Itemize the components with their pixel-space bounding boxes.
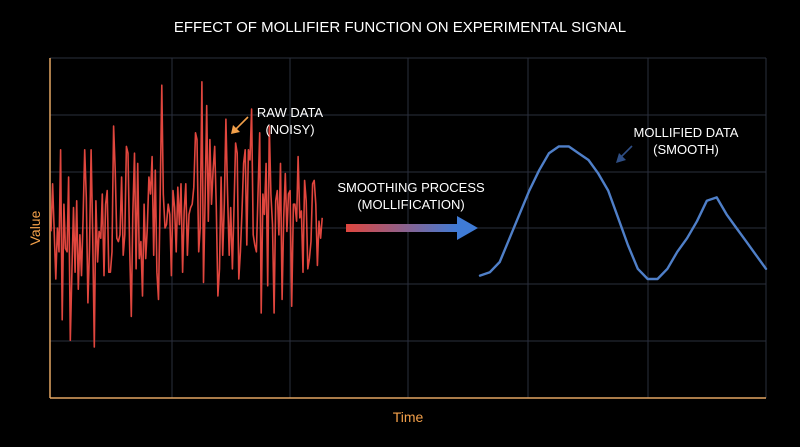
smoothing-process-label-line1: SMOOTHING PROCESS	[337, 180, 485, 195]
raw-data-pointer-arrow	[231, 116, 249, 134]
mollified-data-label-line1: MOLLIFIED DATA	[634, 125, 739, 140]
mollified-data-label-line2: (SMOOTH)	[653, 142, 719, 157]
y-axis-label: Value	[27, 210, 43, 245]
raw-data-series-line	[50, 81, 323, 348]
x-axis-label: Time	[393, 409, 424, 425]
smoothing-process-arrow	[346, 216, 478, 240]
smoothing-process-label-line2: (MOLLIFICATION)	[357, 197, 464, 212]
raw-data-label-line2: (NOISY)	[265, 122, 314, 137]
mollified-data-pointer-arrow	[616, 145, 633, 163]
chart-title: EFFECT OF MOLLIFIER FUNCTION ON EXPERIME…	[174, 19, 626, 36]
raw-data-label-line1: RAW DATA	[257, 105, 324, 120]
mollified-data-series-line	[478, 145, 768, 281]
